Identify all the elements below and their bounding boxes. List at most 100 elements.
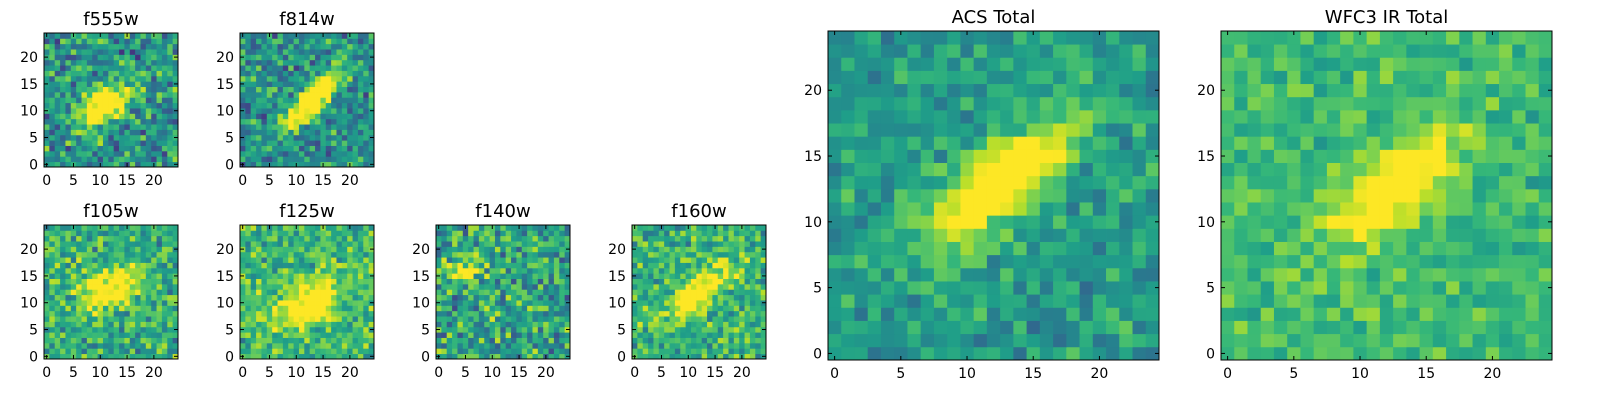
heatmap-cell: [669, 310, 676, 317]
heatmap-cell: [532, 289, 539, 296]
heatmap-cell: [1406, 294, 1420, 308]
heatmap-cell: [1039, 109, 1054, 124]
heatmap-cell: [1039, 346, 1054, 361]
heatmap-cell: [564, 294, 571, 301]
heatmap-cell: [1053, 254, 1067, 269]
heatmap-cell: [1379, 241, 1394, 256]
heatmap-cell: [1459, 333, 1473, 348]
heatmap-cell: [161, 65, 168, 71]
heatmap-cell: [701, 348, 708, 355]
heatmap-cell: [97, 246, 104, 253]
heatmap-cell: [288, 108, 294, 114]
heatmap-cell: [642, 235, 649, 242]
heatmap-cell: [1247, 267, 1262, 282]
heatmap-cell: [140, 49, 147, 55]
heatmap-cell: [1092, 202, 1107, 216]
heatmap-cell: [500, 310, 507, 317]
heatmap-cell: [86, 326, 93, 333]
heatmap-cell: [1326, 188, 1341, 203]
heatmap-cell: [733, 353, 740, 360]
heatmap-cell: [151, 43, 157, 50]
heatmap-cell: [352, 156, 359, 163]
heatmap-cell: [1273, 346, 1288, 361]
heatmap-cell: [1406, 281, 1420, 295]
heatmap-cell: [250, 91, 257, 98]
heatmap-cell: [1119, 333, 1133, 348]
heatmap-cell: [331, 225, 337, 231]
heatmap-cell: [140, 241, 147, 247]
heatmap-cell: [543, 300, 549, 306]
heatmap-cell: [749, 235, 756, 242]
heatmap-cell: [97, 257, 104, 263]
heatmap-cell: [1000, 281, 1014, 295]
heatmap-cell: [245, 54, 252, 61]
heatmap-cell: [548, 353, 555, 360]
heatmap-cell: [473, 326, 480, 333]
heatmap-cell: [1079, 123, 1094, 137]
heatmap-cell: [516, 278, 523, 285]
heatmap-cell: [516, 262, 523, 269]
heatmap-cell: [548, 262, 555, 269]
heatmap-cell: [1000, 333, 1014, 348]
heatmap-cell: [331, 289, 337, 296]
heatmap-cell: [92, 321, 98, 328]
heatmap-cell: [272, 230, 278, 237]
heatmap-cell: [92, 156, 98, 163]
heatmap-cell: [167, 124, 174, 130]
heatmap-cell: [119, 342, 125, 349]
heatmap-cell: [347, 246, 353, 253]
heatmap-cell: [543, 283, 549, 290]
heatmap-cell: [664, 267, 670, 274]
heatmap-cell: [739, 300, 745, 306]
heatmap-cell: [331, 124, 337, 130]
heatmap-cell: [336, 65, 343, 71]
heatmap-cell: [341, 124, 348, 130]
heatmap-cell: [129, 113, 136, 120]
heatmap-cell: [854, 123, 869, 137]
heatmap-cell: [1039, 320, 1054, 335]
heatmap-cell: [543, 289, 549, 296]
heatmap-cell: [1066, 188, 1080, 203]
heatmap-cell: [653, 273, 660, 279]
heatmap-cell: [473, 294, 480, 301]
heatmap-cell: [1273, 175, 1288, 190]
heatmap-cell: [108, 140, 115, 146]
heatmap-cell: [680, 337, 686, 344]
heatmap-cell: [102, 305, 109, 312]
heatmap-cell: [690, 300, 697, 306]
heatmap-cell: [70, 150, 77, 157]
heatmap-cell: [511, 316, 517, 322]
heatmap-cell: [347, 91, 353, 98]
heatmap-cell: [363, 241, 370, 247]
heatmap-cell: [478, 257, 485, 263]
heatmap-cell: [658, 321, 665, 328]
x-tick-label: 0: [238, 365, 247, 381]
heatmap-cell: [1066, 346, 1080, 361]
heatmap-cell: [76, 267, 82, 274]
heatmap-cell: [728, 235, 735, 242]
heatmap-cell: [489, 278, 496, 285]
heatmap-cell: [1066, 70, 1080, 85]
heatmap-cell: [76, 225, 82, 231]
heatmap-cell: [564, 257, 571, 263]
heatmap-cell: [933, 320, 948, 335]
heatmap-cell: [537, 294, 544, 301]
heatmap-cell: [368, 241, 375, 247]
heatmap-cell: [315, 267, 321, 274]
heatmap-cell: [637, 332, 644, 338]
heatmap-cell: [119, 75, 125, 82]
heatmap-cell: [1446, 346, 1460, 361]
heatmap-cell: [854, 333, 869, 348]
heatmap-cell: [76, 278, 82, 285]
heatmap-cell: [880, 136, 895, 150]
heatmap-cell: [755, 278, 762, 285]
heatmap-cell: [44, 337, 50, 344]
heatmap-cell: [441, 278, 448, 285]
heatmap-cell: [81, 145, 88, 152]
heatmap-cell: [119, 273, 125, 279]
heatmap-cell: [548, 273, 555, 279]
heatmap-cell: [124, 316, 131, 322]
heatmap-cell: [65, 118, 72, 125]
heatmap-cell: [457, 267, 464, 274]
heatmap-cell: [325, 332, 332, 338]
